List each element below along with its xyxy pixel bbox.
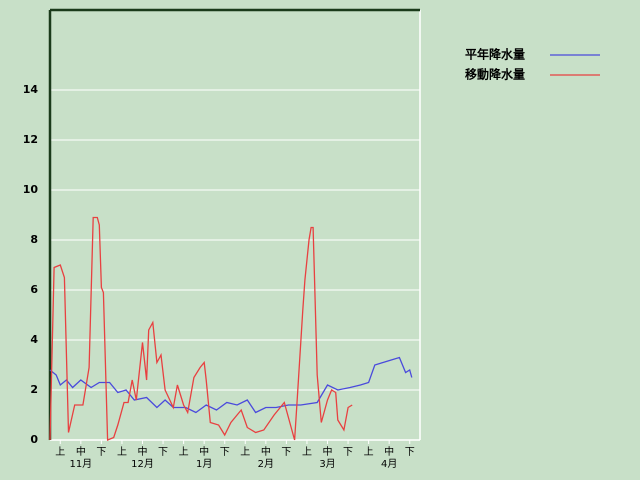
y-tick-label: 12 — [23, 133, 38, 146]
y-tick-label: 8 — [30, 233, 38, 246]
x-tick-label: 中 — [199, 445, 209, 458]
series-line — [49, 216, 353, 441]
x-tick-label: 上 — [55, 446, 65, 458]
x-tick-label: 中 — [138, 445, 148, 458]
x-tick-label: 上 — [240, 446, 250, 458]
x-tick-label: 上 — [364, 446, 374, 458]
y-tick-label: 4 — [30, 333, 38, 346]
y-tick-label: 10 — [23, 183, 39, 196]
x-tick-label: 中 — [76, 445, 86, 458]
month-label: 2月 — [258, 458, 274, 470]
series-line — [49, 356, 413, 414]
y-tick-label: 14 — [23, 83, 39, 96]
x-tick-label: 上 — [179, 446, 189, 458]
month-label: 11月 — [69, 458, 92, 470]
legend-label: 移動降水量 — [465, 67, 525, 82]
legend-label: 平年降水量 — [465, 47, 525, 62]
x-tick-label: 中 — [384, 445, 394, 458]
y-tick-label: 2 — [30, 383, 38, 396]
x-tick-label: 上 — [302, 446, 312, 458]
x-tick-label: 下 — [220, 447, 230, 458]
x-tick-label: 下 — [96, 447, 106, 458]
month-label: 12月 — [131, 458, 154, 470]
x-tick-label: 下 — [281, 447, 291, 458]
month-label: 4月 — [381, 458, 397, 470]
month-label: 3月 — [319, 458, 335, 470]
x-tick-label: 下 — [343, 447, 353, 458]
month-label: 1月 — [196, 458, 212, 470]
y-tick-label: 0 — [30, 433, 38, 446]
x-tick-label: 中 — [323, 445, 333, 458]
y-tick-label: 6 — [30, 283, 38, 296]
x-tick-label: 上 — [117, 446, 127, 458]
x-tick-label: 下 — [405, 447, 415, 458]
x-tick-label: 下 — [158, 447, 168, 458]
x-tick-label: 中 — [261, 445, 271, 458]
